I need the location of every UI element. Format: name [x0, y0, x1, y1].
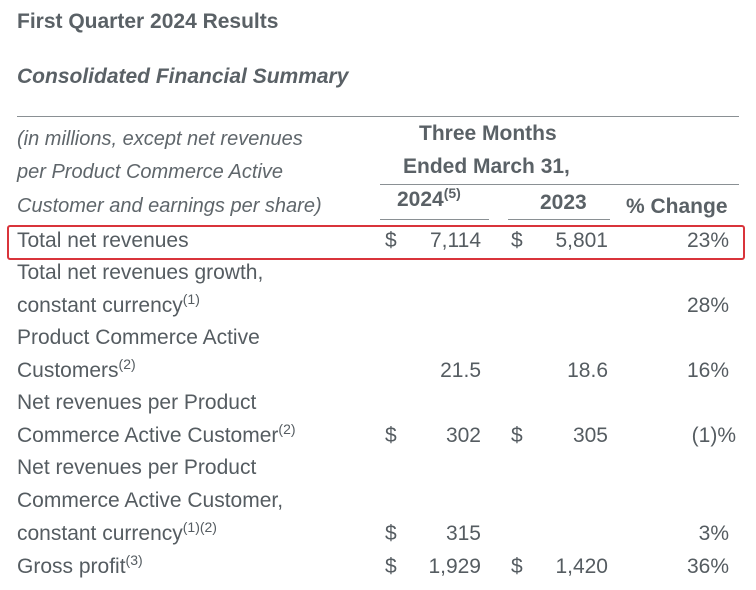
- currency-symbol: $: [511, 424, 523, 447]
- header-group-rule: [380, 184, 739, 185]
- row-label-text: constant currency: [17, 294, 183, 317]
- footnote-ref: (1)(2): [182, 519, 217, 535]
- row-label-continued: Customers(2): [17, 356, 136, 383]
- header-col-change: % Change: [626, 195, 728, 218]
- value-2023: 5,801: [555, 229, 608, 252]
- top-rule: [17, 116, 739, 117]
- row-label: Gross profit(3): [17, 552, 143, 579]
- value-2023: 305: [572, 424, 608, 447]
- currency-symbol: $: [385, 229, 397, 252]
- header-col-2023: 2023: [540, 191, 587, 214]
- row-label-text: Commerce Active Customer: [17, 424, 279, 447]
- row-label-continued: Commerce Active Customer(2): [17, 421, 296, 448]
- value-change: (1)%: [691, 424, 736, 447]
- value-2024: 7,114: [430, 229, 481, 252]
- value-2023: 1,420: [555, 555, 608, 578]
- row-label-text: Gross profit: [17, 555, 126, 578]
- page-title: First Quarter 2024 Results: [17, 10, 279, 33]
- value-2024: 1,929: [428, 555, 481, 578]
- currency-symbol: $: [385, 522, 397, 545]
- header-col-2024-footnote: (5): [443, 185, 461, 201]
- highlight-box: [7, 225, 745, 260]
- row-label: Net revenues per Product: [17, 391, 257, 414]
- header-rule-2023: [508, 219, 610, 220]
- row-label-continued: constant currency(1): [17, 291, 200, 318]
- currency-symbol: $: [511, 555, 523, 578]
- value-change: 16%: [686, 359, 729, 382]
- value-2024: 315: [445, 522, 481, 545]
- value-2024: 21.5: [440, 359, 481, 382]
- currency-symbol: $: [385, 555, 397, 578]
- header-col-2024-label: 2024: [397, 188, 444, 211]
- header-group-line-1: Three Months: [419, 122, 557, 145]
- row-label: Total net revenues: [17, 229, 189, 252]
- currency-symbol: $: [385, 424, 397, 447]
- row-label-text: Customers: [17, 359, 119, 382]
- footnote-ref: (2): [118, 356, 136, 372]
- row-label-continued: Commerce Active Customer,: [17, 489, 284, 512]
- value-change: 23%: [686, 229, 729, 252]
- row-label: Total net revenues growth,: [17, 261, 264, 284]
- row-label: Net revenues per Product: [17, 456, 257, 479]
- units-note-line-2: per Product Commerce Active: [17, 161, 284, 183]
- row-label-text: constant currency: [17, 522, 183, 545]
- units-note-line-1: (in millions, except net revenues: [17, 128, 303, 150]
- value-2024: 302: [445, 424, 481, 447]
- currency-symbol: $: [511, 229, 523, 252]
- footnote-ref: (3): [125, 552, 143, 568]
- footnote-ref: (2): [278, 421, 296, 437]
- value-change: 36%: [686, 555, 729, 578]
- value-change: 28%: [686, 294, 729, 317]
- value-change: 3%: [698, 522, 729, 545]
- row-label-continued: constant currency(1)(2): [17, 519, 217, 546]
- header-group-line-2: Ended March 31,: [403, 155, 570, 178]
- row-label: Product Commerce Active: [17, 326, 260, 349]
- units-note-line-3: Customer and earnings per share): [17, 195, 322, 217]
- footnote-ref: (1): [182, 291, 200, 307]
- section-subtitle: Consolidated Financial Summary: [17, 65, 349, 88]
- header-rule-2024: [380, 219, 489, 220]
- header-col-2024: 2024(5): [397, 185, 461, 212]
- value-2023: 18.6: [567, 359, 608, 382]
